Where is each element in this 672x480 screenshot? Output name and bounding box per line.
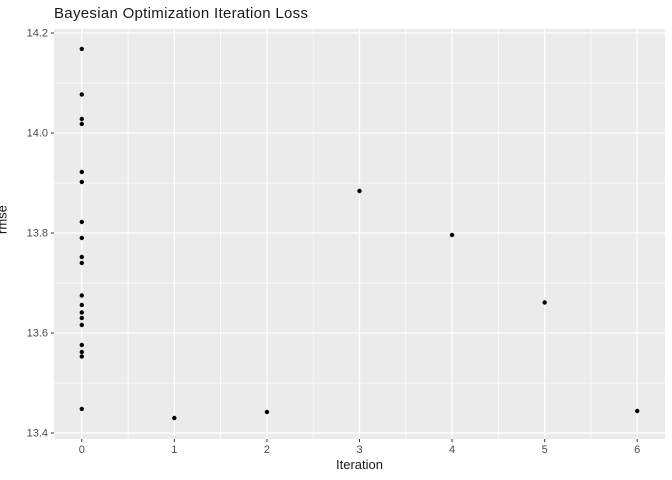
data-point xyxy=(79,293,84,298)
x-tick-label: 1 xyxy=(171,444,177,456)
data-point xyxy=(79,349,84,355)
data-point xyxy=(264,409,270,415)
data-point xyxy=(635,408,640,414)
y-tick-label: 13.4 xyxy=(27,428,48,440)
y-tick-label: 14.2 xyxy=(27,28,48,40)
x-tick-label: 6 xyxy=(634,444,640,456)
x-tick-label: 5 xyxy=(542,444,548,456)
data-point xyxy=(172,415,177,421)
data-point xyxy=(79,260,84,266)
data-point xyxy=(79,310,84,315)
data-point xyxy=(79,342,84,348)
y-axis-title: rmse xyxy=(0,205,10,234)
y-tick-label: 13.8 xyxy=(27,228,48,240)
data-point xyxy=(79,322,84,328)
data-point xyxy=(449,232,455,238)
data-point xyxy=(542,300,547,305)
x-axis-title: Iteration xyxy=(336,457,383,472)
data-point xyxy=(79,92,84,97)
x-tick-label: 0 xyxy=(79,444,85,456)
axis-tick-marks xyxy=(51,32,638,442)
x-tick-label: 4 xyxy=(449,444,455,456)
y-tick-label: 13.6 xyxy=(27,328,48,340)
data-point xyxy=(357,188,362,194)
data-point xyxy=(79,121,84,127)
x-tick-label: 3 xyxy=(356,444,362,456)
data-point xyxy=(79,406,84,412)
data-point xyxy=(79,235,84,241)
x-tick-label: 2 xyxy=(264,444,270,456)
data-point xyxy=(79,46,84,52)
data-points xyxy=(79,46,640,421)
data-point xyxy=(79,254,84,260)
chart-title: Bayesian Optimization Iteration Loss xyxy=(54,5,309,22)
data-point xyxy=(79,315,84,321)
data-point xyxy=(79,219,84,225)
data-point xyxy=(79,179,84,185)
data-point xyxy=(79,169,84,175)
x-axis-tick-labels: 0 1 2 3 4 5 6 xyxy=(79,444,641,456)
data-point xyxy=(79,354,84,359)
data-point xyxy=(79,302,84,308)
y-axis-tick-labels: 13.4 13.6 13.8 14.0 14.2 xyxy=(27,28,48,440)
data-point xyxy=(79,116,84,122)
y-tick-label: 14.0 xyxy=(27,128,48,140)
